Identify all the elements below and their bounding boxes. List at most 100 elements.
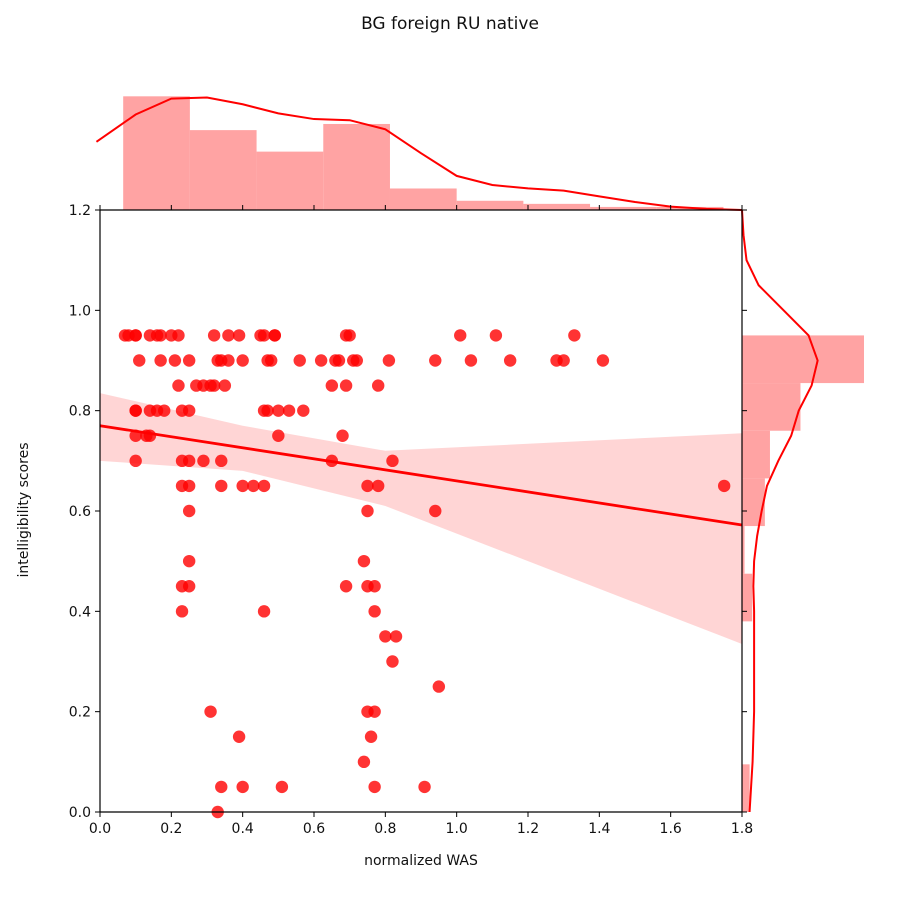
scatter-point bbox=[372, 379, 385, 392]
scatter-point bbox=[129, 404, 142, 417]
top-histogram-layer bbox=[123, 96, 724, 210]
scatter-point bbox=[368, 605, 381, 618]
scatter-point bbox=[182, 580, 196, 593]
scatter-point bbox=[257, 479, 271, 493]
chart-title: BG foreign RU native bbox=[361, 14, 539, 34]
scatter-point bbox=[154, 329, 167, 342]
scatter-point bbox=[182, 404, 196, 417]
scatter-point bbox=[261, 404, 274, 417]
scatter-point bbox=[596, 354, 610, 367]
right-histogram-bar bbox=[742, 573, 753, 622]
scatter-point bbox=[297, 404, 310, 417]
scatter-point bbox=[154, 354, 167, 367]
scatter-point bbox=[215, 454, 228, 468]
right-histogram-bar bbox=[742, 526, 745, 574]
scatter-point bbox=[197, 454, 210, 468]
scatter-point bbox=[332, 354, 346, 367]
scatter-point bbox=[432, 680, 446, 693]
regression-line-layer bbox=[99, 424, 743, 527]
scatter-point bbox=[268, 329, 281, 342]
right-histogram-bar bbox=[742, 335, 864, 384]
x-tick-label: 1.0 bbox=[446, 821, 468, 837]
scatter-point bbox=[232, 329, 246, 342]
scatter-point bbox=[568, 329, 581, 342]
top-histogram-bar bbox=[590, 206, 657, 210]
top-histogram-bar bbox=[389, 188, 457, 210]
x-tick-label: 1.2 bbox=[517, 821, 539, 837]
scatter-point bbox=[717, 479, 731, 493]
scatter-point bbox=[272, 404, 285, 417]
right-histogram-bar bbox=[742, 430, 770, 479]
scatter-point bbox=[336, 429, 349, 442]
scatter-point bbox=[368, 705, 381, 718]
scatter-point bbox=[182, 479, 196, 493]
scatter-point bbox=[207, 329, 221, 342]
x-axis-label: normalized WAS bbox=[364, 853, 478, 869]
scatter-point bbox=[247, 479, 260, 493]
y-tick-label: 1.0 bbox=[69, 303, 91, 319]
top-histogram-bar bbox=[323, 123, 390, 210]
kde-layer bbox=[95, 96, 819, 813]
right-histogram-layer bbox=[742, 335, 864, 812]
scatter-point bbox=[265, 354, 278, 367]
confidence-band-layer bbox=[100, 393, 742, 644]
right-kde-curve bbox=[741, 209, 819, 813]
scatter-point bbox=[236, 354, 249, 367]
scatter-point bbox=[350, 354, 363, 367]
scatter-point bbox=[386, 454, 399, 468]
scatter-point bbox=[372, 479, 385, 493]
top-histogram-bar bbox=[456, 200, 524, 210]
confidence-band bbox=[100, 393, 742, 644]
scatter-point bbox=[133, 354, 146, 367]
scatter-point bbox=[364, 730, 378, 743]
scatter-point bbox=[257, 329, 271, 342]
scatter-point bbox=[182, 454, 196, 468]
scatter-point bbox=[182, 354, 196, 367]
scatter-point bbox=[339, 580, 353, 593]
scatter-point bbox=[182, 554, 196, 568]
x-tick-label: 0.4 bbox=[232, 821, 254, 837]
scatter-point bbox=[236, 780, 249, 794]
top-histogram-bar bbox=[523, 203, 591, 210]
scatter-point bbox=[172, 329, 185, 342]
scatter-point bbox=[489, 329, 503, 342]
scatter-point bbox=[339, 379, 353, 392]
scatter-point bbox=[215, 780, 228, 794]
y-tick-label: 0.8 bbox=[69, 404, 91, 420]
scatter-point bbox=[204, 705, 217, 718]
scatter-point bbox=[418, 780, 431, 794]
scatter-point bbox=[282, 404, 296, 417]
y-tick-label: 0.4 bbox=[69, 604, 91, 620]
scatter-point bbox=[368, 780, 381, 794]
scatter-point bbox=[236, 479, 249, 493]
scatter-point bbox=[379, 630, 392, 643]
top-histogram-bar bbox=[256, 151, 324, 210]
scatter-point bbox=[557, 354, 570, 367]
scatter-point bbox=[222, 354, 235, 367]
ticks-layer: 0.0 0.2 0.4 0.6 0.8 1.0 1.2 1.4 1.6 1.8 0.0 0.2 0.4 0… bbox=[69, 203, 753, 837]
top-kde-curve bbox=[95, 96, 743, 211]
y-tick-label: 0.2 bbox=[69, 705, 91, 721]
scatter-point bbox=[382, 354, 396, 367]
scatter-point bbox=[218, 379, 232, 392]
scatter-point bbox=[175, 605, 189, 618]
scatter-point bbox=[314, 354, 328, 367]
y-tick-label: 0.6 bbox=[69, 504, 91, 520]
scatter-point bbox=[158, 404, 171, 417]
x-tick-label: 1.6 bbox=[660, 821, 682, 837]
x-tick-label: 0.6 bbox=[303, 821, 325, 837]
scatter-point bbox=[129, 454, 142, 468]
x-tick-label: 0.0 bbox=[89, 821, 111, 837]
scatter-point bbox=[275, 780, 289, 794]
scatter-point bbox=[357, 554, 371, 568]
scatter-point bbox=[215, 479, 228, 493]
x-tick-label: 1.8 bbox=[731, 821, 753, 837]
x-tick-label: 0.8 bbox=[374, 821, 396, 837]
x-tick-label: 1.4 bbox=[588, 821, 610, 837]
scatter-point bbox=[389, 630, 403, 643]
top-histogram-bar bbox=[189, 130, 257, 210]
scatter-point bbox=[343, 329, 356, 342]
top-histogram-bar bbox=[123, 96, 190, 210]
scatter-point bbox=[454, 329, 467, 342]
